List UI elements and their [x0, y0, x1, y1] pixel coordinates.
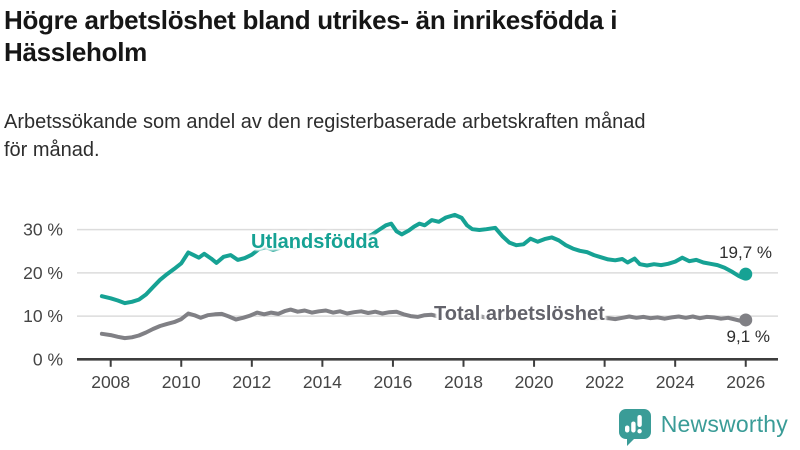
subtitle-line-2: för månad. [4, 139, 100, 161]
series-end-dot-1 [739, 313, 753, 327]
x-tick-label-2010: 2010 [162, 372, 201, 392]
end-value-label-total: 9,1 % [726, 327, 770, 346]
newsworthy-branding: Newsworthy [618, 408, 788, 446]
series-line-1 [99, 307, 748, 341]
end-value-label-utlandsfodda: 19,7 % [719, 243, 772, 262]
x-tick-label-2014: 2014 [303, 372, 342, 392]
title-line-1: Högre arbetslöshet bland utrikes- än inr… [4, 5, 618, 35]
x-tick-label-2026: 2026 [726, 372, 765, 392]
y-tick-label-0: 0 % [33, 349, 63, 369]
x-tick-label-2016: 2016 [373, 372, 412, 392]
chart-subtitle: Arbetssökande som andel av den registerb… [4, 108, 796, 164]
x-tick-label-2018: 2018 [444, 372, 483, 392]
line-chart-svg: 0 % 10 % 20 % 30 % 2008 2010 2012 2014 2016 2018 2… [23, 212, 778, 392]
x-tick-label-2008: 2008 [91, 372, 130, 392]
x-tick-label-2020: 2020 [515, 372, 554, 392]
series-end-dot-0 [739, 267, 753, 281]
page-title: Högre arbetslöshet bland utrikes- än inr… [4, 4, 796, 68]
newsworthy-logo-icon [618, 409, 651, 446]
title-line-2: Hässleholm [4, 37, 147, 67]
y-tick-label-10: 10 % [23, 306, 63, 326]
x-tick-label-2024: 2024 [656, 372, 695, 392]
brand-name: Newsworthy [660, 411, 788, 437]
series-label-utlandsfodda: Utlandsfödda [251, 231, 379, 253]
subtitle-line-1: Arbetssökande som andel av den registerb… [4, 111, 646, 133]
series-label-total-arbetsloshet: Total arbetslöshet [434, 303, 605, 325]
y-tick-label-20: 20 % [23, 263, 63, 283]
series-line-0 [99, 212, 748, 306]
x-tick-label-2022: 2022 [585, 372, 624, 392]
y-tick-label-30: 30 % [23, 220, 63, 240]
x-tick-label-2012: 2012 [232, 372, 271, 392]
